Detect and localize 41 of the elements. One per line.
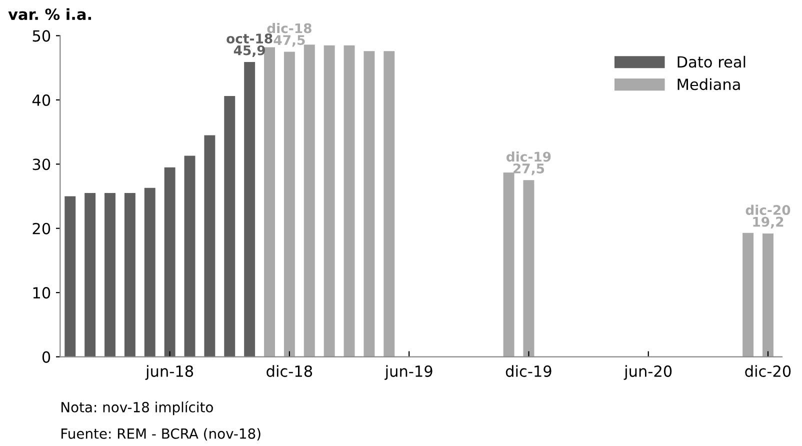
bar	[742, 232, 754, 357]
y-axis-title: var. % i.a.	[8, 8, 91, 20]
x-tick-label: dic-19	[506, 365, 552, 377]
x-tick-label: dic-20	[745, 365, 791, 377]
bar	[762, 233, 774, 357]
legend-label: Dato real	[678, 56, 746, 68]
x-tick-label: jun-19	[384, 365, 432, 380]
bar	[84, 193, 96, 357]
x-tick-label: jun-18	[145, 365, 194, 380]
bar	[64, 196, 76, 357]
y-tick-label: 40	[32, 94, 50, 106]
data-label: dic-20 19,2	[746, 204, 790, 228]
bar	[503, 172, 514, 357]
bar	[304, 44, 315, 357]
bar	[324, 45, 335, 357]
bar	[384, 51, 395, 357]
bar	[244, 62, 256, 357]
bar	[144, 188, 156, 357]
y-tick-label: 0	[42, 351, 50, 363]
bar	[284, 52, 295, 357]
y-tick-label: 30	[32, 158, 50, 170]
bar	[364, 51, 375, 357]
data-label: oct-18 45,9	[226, 34, 272, 57]
x-tick-label: dic-18	[266, 365, 312, 377]
bar	[104, 193, 116, 357]
bar	[344, 45, 355, 357]
bar	[124, 193, 136, 357]
x-tick-label: jun-20	[624, 365, 672, 380]
legend-label: Mediana	[678, 78, 740, 90]
y-tick-label: 10	[33, 287, 50, 299]
bar	[264, 47, 275, 357]
bar	[224, 96, 236, 357]
y-tick-label: 50	[32, 30, 50, 42]
bar	[204, 135, 216, 357]
bar	[184, 156, 196, 357]
source-note: Fuente: REM - BCRA (nov-18)	[62, 428, 260, 441]
bar	[164, 167, 176, 357]
text: Nota: nov-18 implícito	[62, 401, 213, 416]
data-label: dic-19 27,5	[506, 151, 551, 176]
bar	[523, 180, 534, 357]
y-tick-label: 20	[32, 222, 50, 234]
